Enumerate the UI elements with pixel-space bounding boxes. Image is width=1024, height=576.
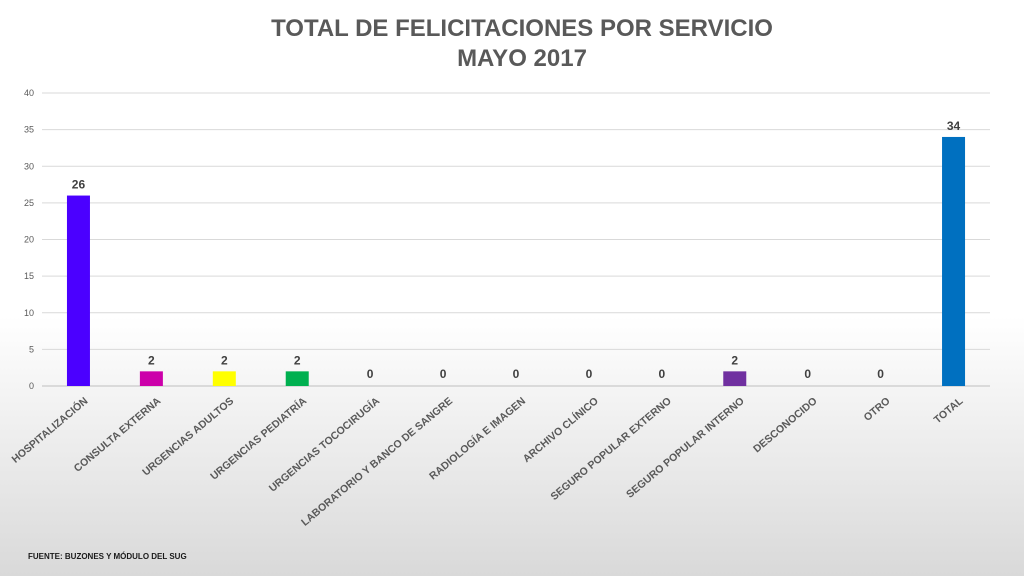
x-tick-label-7: ARCHIVO CLÍNICO xyxy=(520,394,601,465)
y-tick-label-5: 5 xyxy=(29,344,34,354)
data-label-11: 0 xyxy=(877,367,884,381)
y-tick-label-35: 35 xyxy=(24,125,34,135)
bar-3 xyxy=(285,371,309,386)
y-tick-label-0: 0 xyxy=(29,381,34,391)
chart-title: TOTAL DE FELICITACIONES POR SERVICIO xyxy=(271,15,773,42)
chart-subtitle: MAYO 2017 xyxy=(457,45,587,72)
bar-1 xyxy=(139,371,163,386)
y-tick-label-30: 30 xyxy=(24,161,34,171)
bar-9 xyxy=(723,371,747,386)
data-label-2: 2 xyxy=(221,353,228,367)
y-tick-label-25: 25 xyxy=(24,198,34,208)
data-label-9: 2 xyxy=(731,353,738,367)
data-label-0: 26 xyxy=(72,178,86,192)
data-label-8: 0 xyxy=(659,367,666,381)
y-tick-label-40: 40 xyxy=(24,88,34,98)
x-tick-label-10: DESCONOCIDO xyxy=(751,395,819,455)
bar-2 xyxy=(212,371,236,386)
x-tick-label-12: TOTAL xyxy=(932,395,966,426)
y-tick-label-15: 15 xyxy=(24,271,34,281)
y-tick-label-10: 10 xyxy=(24,308,34,318)
data-label-7: 0 xyxy=(586,367,593,381)
x-tick-label-11: OTRO xyxy=(862,395,893,424)
x-tick-label-9: SEGURO POPULAR INTERNO xyxy=(624,395,747,501)
data-label-5: 0 xyxy=(440,367,447,381)
data-label-6: 0 xyxy=(513,367,520,381)
x-tick-label-8: SEGURO POPULAR EXTERNO xyxy=(549,395,674,503)
chart-title-block: TOTAL DE FELICITACIONES POR SERVICIO MAY… xyxy=(0,14,1024,74)
data-label-10: 0 xyxy=(804,367,811,381)
data-label-4: 0 xyxy=(367,367,374,381)
x-tick-label-5: LABORATORIO Y BANCO DE SANGRE xyxy=(299,395,455,529)
bar-12 xyxy=(942,136,966,386)
data-label-3: 2 xyxy=(294,353,301,367)
source-note: FUENTE: BUZONES Y MÓDULO DEL SUG xyxy=(28,552,187,561)
data-label-1: 2 xyxy=(148,353,155,367)
data-label-12: 34 xyxy=(947,119,961,133)
y-tick-label-20: 20 xyxy=(24,235,34,245)
x-tick-label-0: HOSPITALIZACIÓN xyxy=(9,394,91,465)
bar-0 xyxy=(66,195,90,386)
